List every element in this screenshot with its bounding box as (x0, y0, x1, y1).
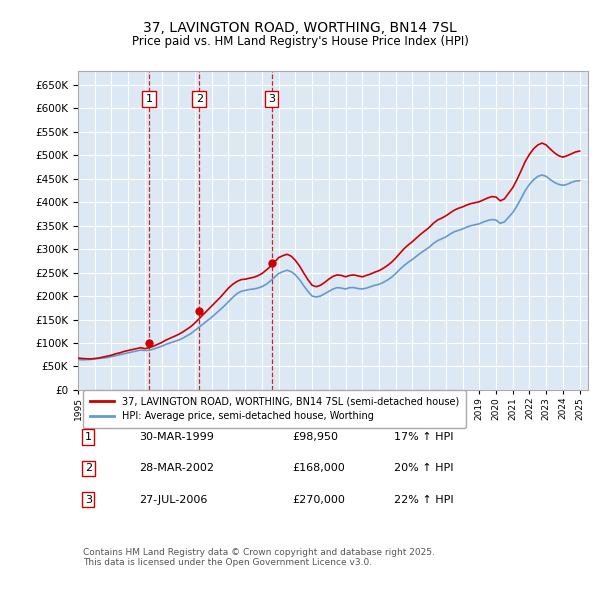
Text: 2: 2 (85, 463, 92, 473)
Text: 17% ↑ HPI: 17% ↑ HPI (394, 432, 454, 442)
Text: 20% ↑ HPI: 20% ↑ HPI (394, 463, 454, 473)
Text: £98,950: £98,950 (292, 432, 338, 442)
Text: £270,000: £270,000 (292, 494, 345, 504)
Text: 1: 1 (146, 94, 152, 104)
Text: Contains HM Land Registry data © Crown copyright and database right 2025.
This d: Contains HM Land Registry data © Crown c… (83, 548, 435, 567)
Text: 2: 2 (196, 94, 203, 104)
Text: 30-MAR-1999: 30-MAR-1999 (139, 432, 214, 442)
Legend: 37, LAVINGTON ROAD, WORTHING, BN14 7SL (semi-detached house), HPI: Average price: 37, LAVINGTON ROAD, WORTHING, BN14 7SL (… (83, 390, 466, 428)
Text: 22% ↑ HPI: 22% ↑ HPI (394, 494, 454, 504)
Text: Price paid vs. HM Land Registry's House Price Index (HPI): Price paid vs. HM Land Registry's House … (131, 35, 469, 48)
Text: 3: 3 (85, 494, 92, 504)
Text: 37, LAVINGTON ROAD, WORTHING, BN14 7SL: 37, LAVINGTON ROAD, WORTHING, BN14 7SL (143, 21, 457, 35)
Text: 27-JUL-2006: 27-JUL-2006 (139, 494, 208, 504)
Text: 3: 3 (268, 94, 275, 104)
Text: 28-MAR-2002: 28-MAR-2002 (139, 463, 214, 473)
Text: £168,000: £168,000 (292, 463, 345, 473)
Text: 1: 1 (85, 432, 92, 442)
